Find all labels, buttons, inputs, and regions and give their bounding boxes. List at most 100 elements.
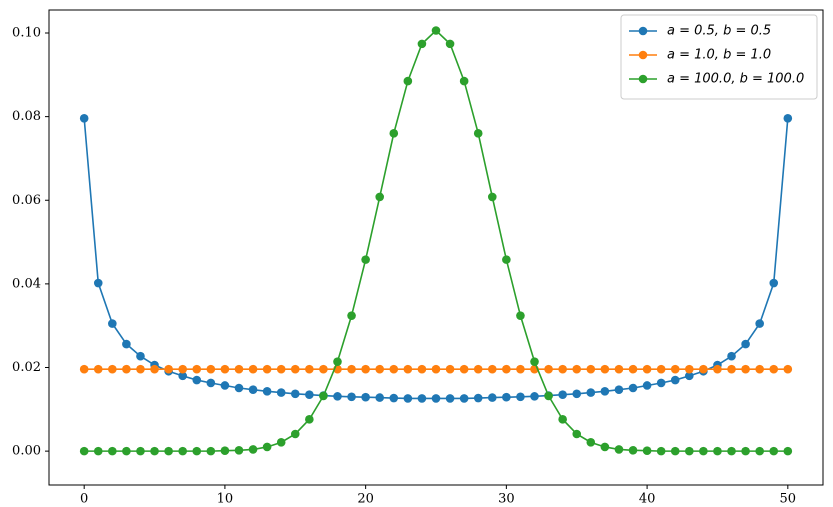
data-point xyxy=(558,415,567,424)
data-point xyxy=(614,445,624,454)
data-point xyxy=(206,446,216,456)
data-point xyxy=(642,364,652,374)
data-point xyxy=(628,383,638,393)
data-point xyxy=(319,391,328,401)
data-point xyxy=(769,446,779,456)
data-point xyxy=(108,319,117,328)
y-tick-label: 0.00 xyxy=(12,444,41,459)
data-point xyxy=(192,446,202,456)
data-point xyxy=(530,357,539,366)
data-point xyxy=(389,129,399,138)
data-point xyxy=(516,311,525,320)
data-point xyxy=(347,392,356,402)
data-point xyxy=(445,364,455,374)
data-point xyxy=(248,445,258,454)
data-point xyxy=(93,364,103,374)
data-point xyxy=(769,278,779,288)
x-tick-label: 50 xyxy=(780,492,797,507)
data-point xyxy=(431,26,441,35)
data-point xyxy=(516,364,525,374)
data-point xyxy=(572,429,582,439)
data-point xyxy=(122,339,131,349)
data-point xyxy=(445,394,455,403)
data-point xyxy=(305,415,314,424)
legend-marker xyxy=(638,50,648,60)
data-point xyxy=(713,446,722,456)
x-tick-label: 10 xyxy=(217,492,234,507)
data-point xyxy=(516,392,525,402)
data-point xyxy=(178,364,187,374)
data-point xyxy=(192,364,202,374)
data-point xyxy=(108,364,117,374)
data-point xyxy=(79,446,89,456)
data-point xyxy=(122,364,131,374)
data-point xyxy=(178,371,187,381)
data-point xyxy=(276,364,286,374)
data-point xyxy=(544,391,553,401)
data-point xyxy=(473,393,483,403)
data-point xyxy=(276,438,286,447)
data-point xyxy=(333,357,342,366)
data-point xyxy=(600,387,610,396)
data-point xyxy=(262,387,272,396)
data-point xyxy=(417,39,427,49)
data-point xyxy=(558,364,567,374)
data-point xyxy=(755,364,764,374)
x-tick-label: 0 xyxy=(80,492,88,507)
data-point xyxy=(642,446,652,456)
data-point xyxy=(699,364,708,374)
data-point xyxy=(783,364,793,374)
data-point xyxy=(670,364,680,374)
data-point xyxy=(108,446,117,456)
data-point xyxy=(431,394,441,403)
data-point xyxy=(586,364,596,374)
data-point xyxy=(713,364,722,374)
x-tick-label: 30 xyxy=(498,492,515,507)
y-tick-label: 0.06 xyxy=(12,193,41,208)
data-point xyxy=(206,364,216,374)
plot-frame xyxy=(48,9,824,486)
data-point xyxy=(136,364,145,374)
data-point xyxy=(628,364,638,374)
data-point xyxy=(389,393,399,403)
data-point xyxy=(361,392,370,402)
data-point xyxy=(375,393,385,402)
data-point xyxy=(290,364,300,374)
data-point xyxy=(656,378,666,388)
data-point xyxy=(642,381,652,390)
data-point xyxy=(122,446,131,456)
data-point xyxy=(459,76,469,86)
data-point xyxy=(473,364,483,374)
data-point xyxy=(783,113,793,123)
data-point xyxy=(487,364,497,374)
data-point xyxy=(769,364,779,374)
data-point xyxy=(699,446,708,456)
data-point xyxy=(783,446,793,456)
legend-label: a = 0.5, b = 0.5 xyxy=(667,24,771,39)
data-point xyxy=(530,392,539,401)
data-point xyxy=(79,364,89,374)
data-point xyxy=(136,351,145,361)
data-point xyxy=(403,76,413,86)
data-point xyxy=(206,378,216,388)
data-point xyxy=(417,394,427,403)
y-tick-label: 0.10 xyxy=(12,25,41,40)
data-point xyxy=(614,364,624,374)
data-point xyxy=(403,364,413,374)
data-point xyxy=(558,390,567,399)
data-point xyxy=(741,364,750,374)
data-point xyxy=(150,364,159,374)
data-point xyxy=(656,364,666,374)
data-point xyxy=(572,364,582,374)
data-point xyxy=(628,445,638,455)
data-point xyxy=(79,113,89,123)
x-tick-label: 40 xyxy=(639,492,656,507)
data-point xyxy=(586,438,596,447)
data-point xyxy=(220,364,230,374)
data-point xyxy=(347,364,356,374)
data-point xyxy=(487,192,497,202)
data-point xyxy=(361,255,370,264)
data-point xyxy=(305,364,314,374)
